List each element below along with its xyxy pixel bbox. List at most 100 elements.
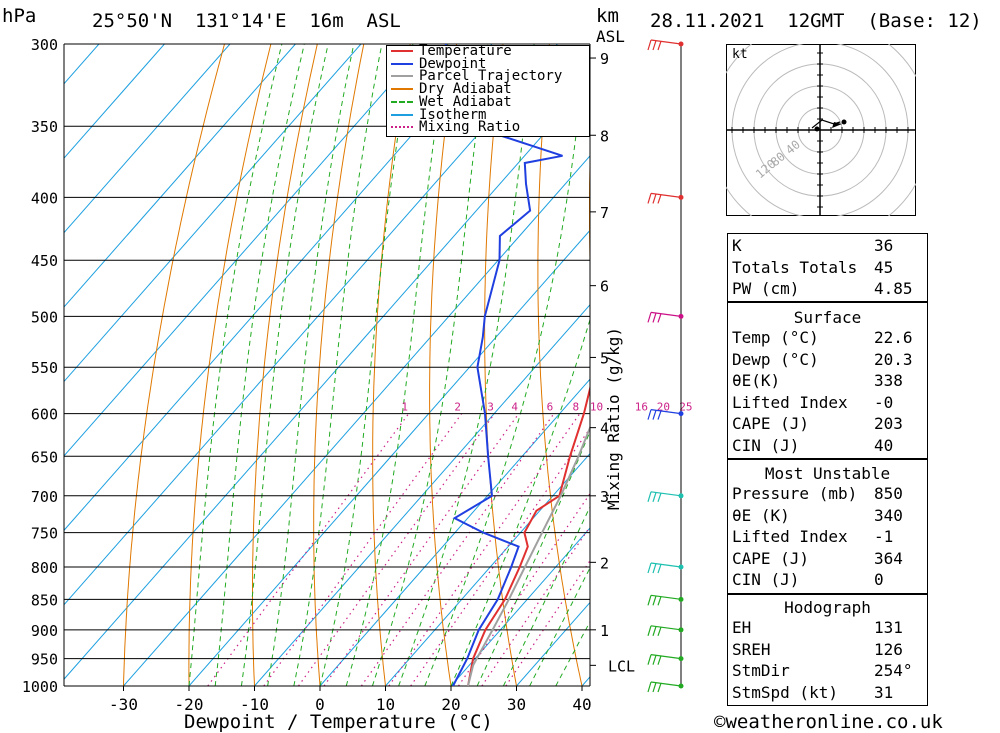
height-tick-label: 1 bbox=[600, 622, 609, 640]
wind-barb bbox=[647, 409, 682, 420]
wind-barb bbox=[647, 39, 682, 51]
mixing-ratio-label: 10 bbox=[590, 401, 603, 414]
dry-adiabat-line bbox=[967, 44, 1000, 686]
index-label: CIN (J) bbox=[732, 436, 800, 455]
legend-swatch bbox=[391, 113, 413, 116]
isotherm-line bbox=[123, 155, 590, 686]
isotherm-line bbox=[450, 527, 590, 686]
pressure-tick-label: 800 bbox=[31, 559, 58, 577]
legend-swatch bbox=[391, 75, 413, 78]
height-tick-label: 6 bbox=[600, 278, 609, 296]
wind-barb-feather bbox=[652, 655, 657, 665]
index-value: -1 bbox=[874, 527, 894, 547]
index-value: 850 bbox=[874, 484, 903, 503]
index-row: StmSpd (kt) 31 bbox=[732, 683, 923, 704]
wind-barb bbox=[647, 654, 682, 665]
index-label: θE(K) bbox=[732, 371, 781, 391]
index-label: Pressure (mb) bbox=[732, 484, 858, 503]
axes: 1 2 3 4 6 8 10 16 20 2530035040045050055060065070… bbox=[22, 36, 693, 714]
wind-barb-feather bbox=[657, 410, 662, 420]
index-value: 20.3 bbox=[874, 349, 913, 369]
index-table-top: K 36 Totals Totals 45 PW (cm) 4.85 bbox=[727, 233, 928, 302]
index-value: 131 bbox=[874, 618, 903, 637]
wind-barb-feather bbox=[652, 492, 657, 502]
legend-label: Dewpoint bbox=[419, 55, 487, 72]
index-table-hodograph: Hodograph EH 131 SREH 126 StmDir 254° StmSpd (… bbox=[727, 594, 928, 706]
index-label: Lifted Index bbox=[732, 392, 848, 412]
pressure-tick-label: 950 bbox=[31, 651, 58, 669]
sounding-curves bbox=[429, 44, 590, 686]
index-label: StmSpd (kt) bbox=[732, 682, 838, 702]
index-value: 0 bbox=[874, 570, 884, 590]
index-value: 203 bbox=[874, 414, 903, 434]
isotherm-line bbox=[254, 303, 590, 686]
isotherm-line bbox=[64, 44, 296, 308]
wind-barb bbox=[647, 491, 682, 503]
pressure-tick-label: 650 bbox=[31, 448, 58, 466]
wet-adiabat-line bbox=[529, 566, 590, 686]
index-value: 40 bbox=[874, 436, 894, 455]
legend-label: Dry Adiabat bbox=[419, 81, 512, 98]
isotherm-line bbox=[64, 80, 590, 680]
isotherm-line bbox=[64, 44, 362, 383]
index-label: Totals Totals bbox=[732, 257, 858, 277]
index-row: θE (K) 340 bbox=[732, 506, 923, 527]
pressure-tick-label: 1000 bbox=[22, 678, 58, 696]
index-value: 36 bbox=[874, 236, 894, 255]
wet-adiabat-line bbox=[240, 44, 329, 686]
index-label: Dewp (°C) bbox=[732, 349, 819, 369]
legend-item: Dewpoint bbox=[391, 55, 487, 72]
pressure-unit-label: hPa bbox=[2, 5, 37, 27]
index-label: CAPE (J) bbox=[732, 414, 810, 434]
index-row: StmDir 254° bbox=[732, 661, 923, 682]
index-row: θE(K) 338 bbox=[732, 371, 923, 392]
legend-swatch bbox=[391, 126, 413, 129]
legend-item: Wet Adiabat bbox=[391, 95, 512, 109]
x-tick-label: 30 bbox=[507, 695, 526, 714]
location-label: 25°50'N 131°14'E 16m ASL bbox=[92, 10, 401, 32]
index-row: PW (cm) 4.85 bbox=[732, 279, 923, 300]
wind-barb-feather bbox=[647, 625, 652, 636]
storm-motion-arrow bbox=[832, 122, 842, 128]
isotherm-line bbox=[64, 44, 493, 532]
wind-barb-feather bbox=[657, 492, 662, 503]
index-value: 126 bbox=[874, 639, 903, 659]
mixing-ratio-label: 2 bbox=[454, 401, 461, 414]
index-row: Totals Totals 45 bbox=[732, 258, 923, 279]
legend-swatch bbox=[391, 50, 413, 52]
height-tick-label: 4 bbox=[600, 420, 609, 438]
height-tick-label: 7 bbox=[600, 204, 609, 222]
datetime-label: 28.11.2021 12GMT (Base: 12) bbox=[650, 10, 982, 32]
height-tick-label: LCL bbox=[608, 657, 635, 675]
wet-adiabat-line bbox=[319, 44, 414, 686]
wind-barb-feather bbox=[657, 596, 662, 606]
legend-swatch bbox=[391, 88, 413, 91]
isotherm-line bbox=[64, 44, 231, 234]
index-row: Temp (°C) 22.6 bbox=[732, 328, 923, 349]
legend-label: Temperature bbox=[419, 43, 512, 59]
index-label: SREH bbox=[732, 639, 771, 659]
x-tick-label: -20 bbox=[175, 695, 204, 714]
series-dewpoint bbox=[429, 44, 563, 686]
most-unstable-title: Most Unstable bbox=[764, 464, 891, 483]
legend: Temperature Dewpoint Parcel Trajectory Dry … bbox=[386, 43, 590, 137]
index-value: 22.6 bbox=[874, 328, 913, 347]
wind-barb-feather bbox=[647, 491, 652, 502]
mixing-ratio-label: 4 bbox=[511, 401, 518, 414]
wind-barb-feather bbox=[652, 312, 657, 323]
wind-barb bbox=[647, 311, 682, 323]
x-tick-label: 10 bbox=[376, 695, 395, 714]
legend-swatch bbox=[391, 100, 413, 103]
index-row: Dewp (°C) 20.3 bbox=[732, 350, 923, 371]
height-unit-asl-label: ASL bbox=[596, 27, 625, 46]
isotherm-line bbox=[64, 44, 427, 457]
index-value: 45 bbox=[874, 257, 894, 277]
wet-adiabat-line bbox=[214, 44, 305, 686]
isobar-lines bbox=[64, 43, 590, 687]
index-row: SREH 126 bbox=[732, 640, 923, 661]
index-row: CIN (J) 40 bbox=[732, 436, 923, 457]
height-tick-label: 2 bbox=[600, 554, 609, 572]
pressure-tick-label: 350 bbox=[31, 118, 58, 136]
wet-adiabat-line bbox=[502, 505, 590, 686]
index-value: 340 bbox=[874, 505, 903, 525]
